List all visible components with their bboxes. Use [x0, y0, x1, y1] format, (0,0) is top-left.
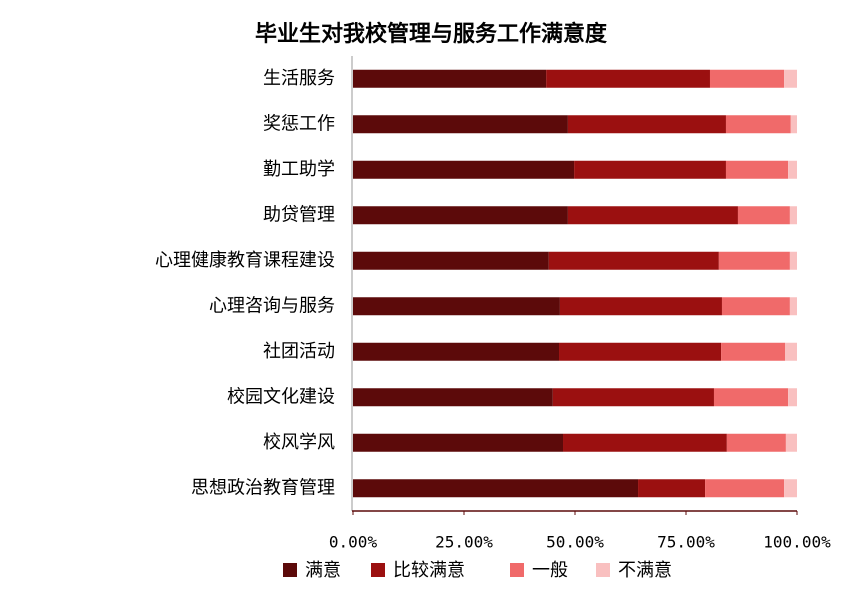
y-tick-label: 勤工助学: [263, 159, 335, 180]
bar-segment: [353, 251, 549, 270]
y-tick-label: 助贷管理: [263, 204, 335, 225]
legend-swatch: [596, 563, 610, 577]
bar-segment: [726, 433, 786, 452]
legend-label: 满意: [305, 560, 341, 581]
legend-swatch: [371, 563, 385, 577]
x-tick-label: 25.00%: [435, 533, 493, 552]
bar-segment: [353, 388, 553, 407]
y-tick-label: 奖惩工作: [263, 113, 335, 134]
chart-title: 毕业生对我校管理与服务工作满意度: [255, 21, 608, 47]
legend-swatch: [283, 563, 297, 577]
bar-segment: [785, 433, 797, 452]
legend-label: 不满意: [618, 560, 672, 581]
bar-segment: [790, 115, 797, 134]
bar-segment: [353, 160, 575, 179]
bar-segment: [567, 115, 726, 134]
bar-segment: [709, 69, 785, 88]
bar-segment: [552, 388, 714, 407]
bar-segment: [548, 251, 719, 270]
bar-segment: [788, 388, 797, 407]
bar-segment: [725, 115, 791, 134]
x-tick-label: 0.00%: [329, 533, 378, 552]
bar-segment: [725, 160, 789, 179]
bar-segment: [784, 69, 797, 88]
bar-segment: [784, 479, 797, 498]
bar-segment: [718, 251, 790, 270]
y-tick-label: 心理健康教育课程建设: [155, 250, 335, 271]
bar-segment: [789, 251, 797, 270]
y-tick-label: 思想政治教育管理: [191, 477, 335, 498]
bar-segment: [705, 479, 785, 498]
bar-segment: [567, 206, 738, 225]
legend-label: 比较满意: [393, 560, 465, 581]
bar-segment: [563, 433, 727, 452]
bar-segment: [353, 297, 560, 316]
bar-segment: [353, 69, 547, 88]
y-tick-label: 校园文化建设: [227, 386, 335, 407]
legend-swatch: [510, 563, 524, 577]
legend-label: 一般: [532, 560, 568, 581]
bar-segment: [638, 479, 706, 498]
bar-segment: [737, 206, 790, 225]
bar-segment: [721, 342, 786, 361]
bar-segment: [789, 297, 797, 316]
bar-segment: [353, 206, 568, 225]
bar-segment: [353, 433, 564, 452]
bar-segment: [546, 69, 710, 88]
bar-segment: [353, 479, 639, 498]
bar-segment: [788, 160, 797, 179]
bar-segment: [789, 206, 797, 225]
y-tick-label: 校风学风: [263, 432, 335, 453]
bar-segment: [559, 297, 722, 316]
bar-segment: [721, 297, 790, 316]
y-tick-label: 社团活动: [263, 341, 335, 362]
y-tick-label: 生活服务: [263, 68, 335, 89]
x-tick-label: 100.00%: [763, 533, 831, 552]
bar-segment: [353, 115, 568, 134]
bar-segment: [559, 342, 722, 361]
bar-segment: [574, 160, 726, 179]
x-tick-label: 75.00%: [657, 533, 715, 552]
bar-segment: [713, 388, 789, 407]
bar-segment: [785, 342, 797, 361]
bar-segment: [353, 342, 560, 361]
x-tick-label: 50.00%: [546, 533, 604, 552]
y-tick-label: 心理咨询与服务: [209, 295, 335, 316]
